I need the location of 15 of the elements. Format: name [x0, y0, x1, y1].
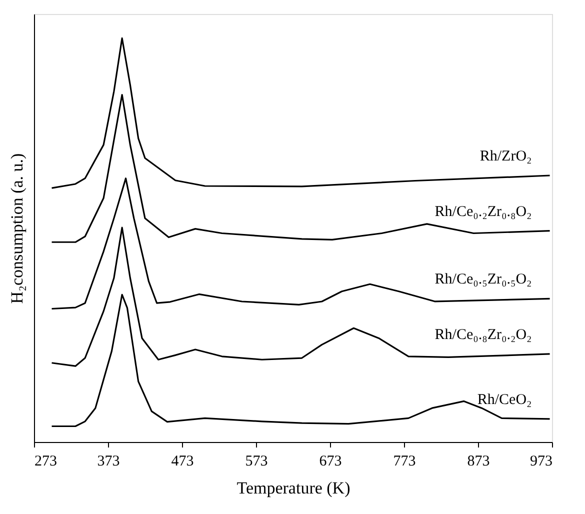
x-tick-label: 273 — [34, 454, 57, 470]
x-tick-label: 973 — [530, 454, 552, 470]
series-label: Rh/Ce₀.₅Zr₀.₅O₂ — [434, 272, 532, 288]
x-tick-label: 373 — [97, 454, 120, 470]
y-axis-title: H₂consumption (a. u.) — [8, 153, 26, 304]
x-tick-label: 473 — [171, 454, 194, 470]
series-label: Rh/Ce₀.₈Zr₀.₂O₂ — [434, 326, 532, 343]
x-tick-label: 773 — [393, 454, 416, 470]
x-tick-label: 873 — [467, 454, 490, 470]
series-label: Rh/ZrO₂ — [480, 148, 532, 165]
x-tick-label: 673 — [319, 454, 342, 470]
series-label: Rh/CeO₂ — [477, 392, 532, 408]
x-tick-label: 573 — [245, 454, 268, 470]
x-axis-title: Temperature (K) — [236, 478, 350, 498]
series-label: Rh/Ce₀.₂Zr₀.₈O₂ — [434, 204, 532, 220]
